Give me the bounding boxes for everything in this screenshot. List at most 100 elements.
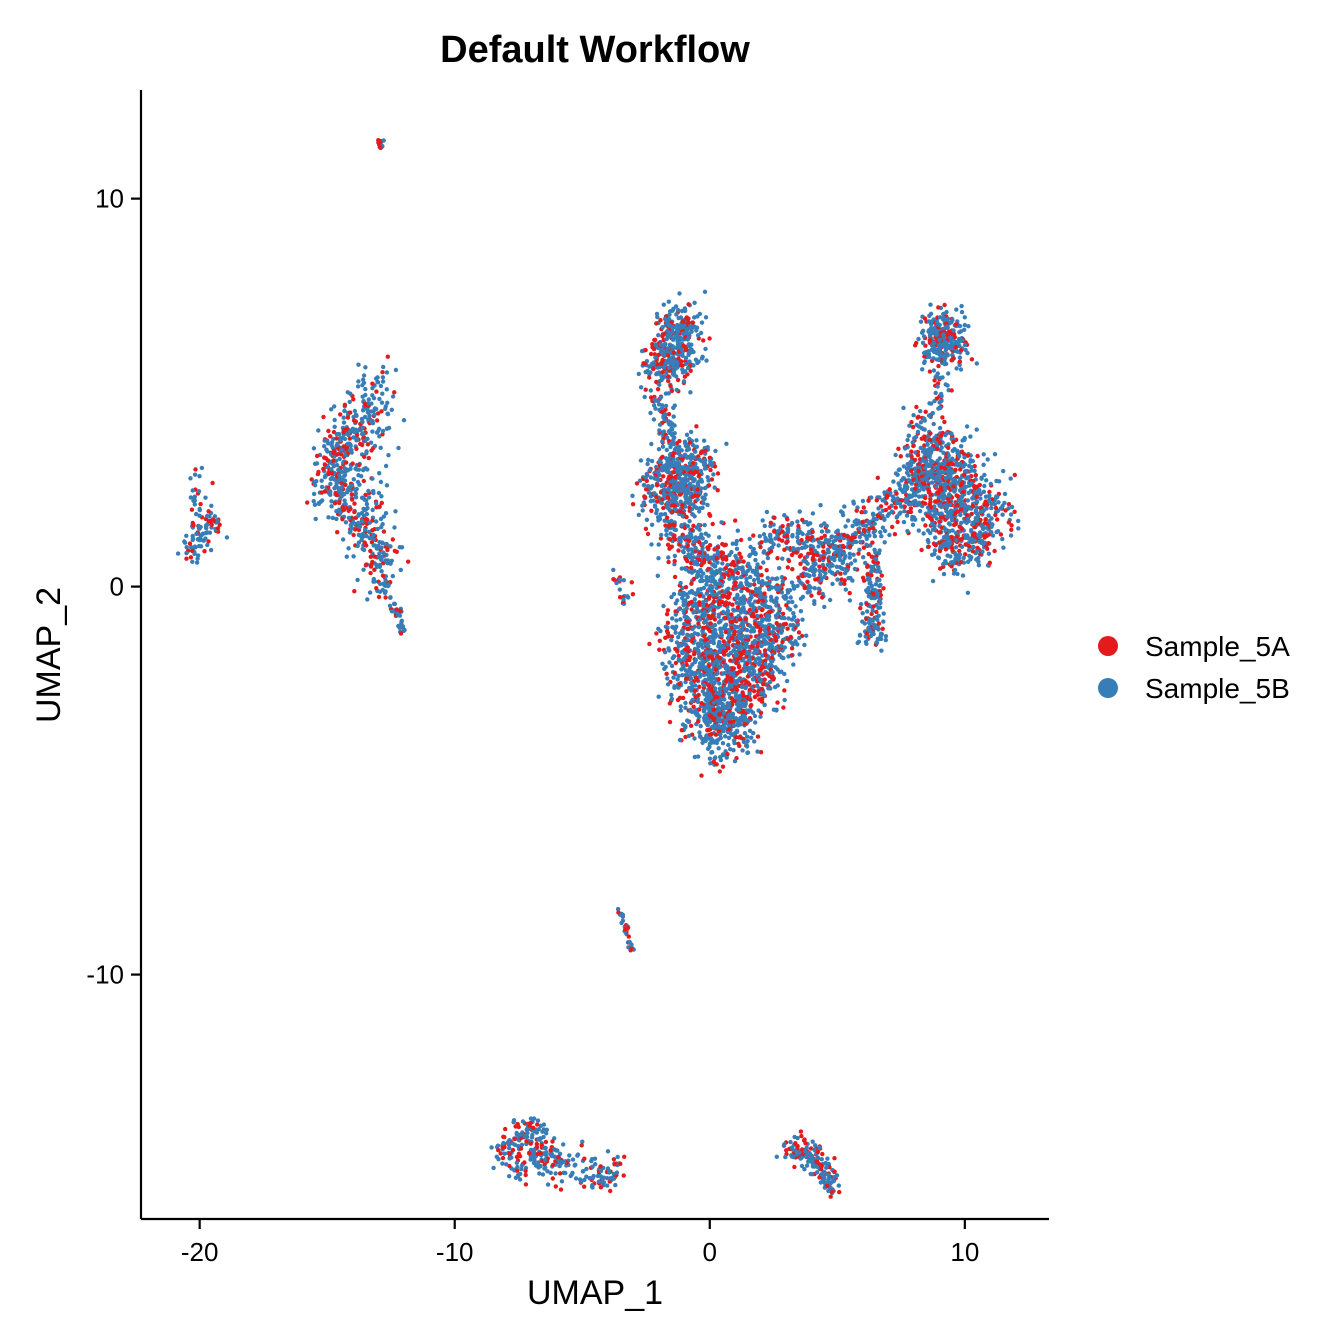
point-sample-5b (709, 589, 714, 594)
point-sample-5a (669, 544, 674, 549)
point-sample-5a (707, 713, 712, 718)
point-sample-5a (735, 670, 740, 676)
point-sample-5b (741, 607, 746, 612)
point-sample-5b (332, 417, 337, 423)
point-sample-5a (865, 564, 870, 569)
point-sample-5a (670, 453, 675, 458)
point-sample-5b (383, 406, 388, 411)
point-sample-5b (680, 549, 686, 554)
point-sample-5b (688, 502, 693, 507)
point-sample-5a (752, 689, 757, 694)
point-sample-5b (669, 440, 674, 446)
point-sample-5a (821, 549, 826, 554)
point-sample-5b (674, 488, 679, 493)
point-sample-5a (667, 701, 672, 706)
point-sample-5b (829, 534, 835, 539)
point-sample-5a (762, 677, 767, 682)
point-sample-5b (184, 533, 189, 538)
point-sample-5b (686, 488, 691, 493)
point-sample-5b (974, 361, 979, 366)
point-sample-5a (728, 658, 733, 663)
point-sample-5b (378, 479, 384, 485)
point-sample-5a (669, 388, 675, 394)
point-sample-5b (753, 551, 758, 557)
point-sample-5b (725, 635, 731, 641)
point-sample-5a (331, 458, 336, 463)
point-sample-5a (822, 533, 827, 538)
point-sample-5b (662, 650, 668, 655)
point-sample-5b (726, 742, 731, 748)
point-sample-5a (691, 576, 697, 582)
point-sample-5a (679, 728, 684, 733)
point-sample-5b (681, 379, 687, 384)
point-sample-5b (391, 601, 397, 606)
point-sample-5b (790, 532, 795, 538)
point-sample-5a (363, 492, 368, 498)
point-sample-5b (361, 467, 366, 473)
point-sample-5b (782, 645, 787, 650)
point-sample-5b (895, 496, 900, 501)
point-sample-5a (673, 537, 678, 542)
point-sample-5b (329, 440, 335, 445)
point-sample-5b (766, 635, 771, 640)
point-sample-5a (687, 505, 692, 510)
point-sample-5a (339, 481, 344, 486)
point-sample-5b (755, 749, 760, 754)
point-sample-5b (937, 315, 943, 320)
point-sample-5b (702, 683, 707, 688)
point-sample-5b (695, 333, 701, 338)
point-sample-5b (757, 662, 762, 667)
point-sample-5a (759, 686, 765, 692)
point-sample-5a (686, 302, 691, 307)
point-sample-5b (679, 324, 685, 329)
point-sample-5b (352, 521, 357, 526)
point-sample-5a (780, 611, 786, 616)
point-sample-5b (733, 541, 739, 547)
point-sample-5b (835, 577, 840, 582)
point-sample-5a (362, 401, 368, 406)
point-sample-5b (732, 624, 737, 629)
point-sample-5b (675, 677, 680, 682)
point-sample-5a (690, 460, 696, 466)
point-sample-5b (694, 505, 699, 511)
point-sample-5a (737, 551, 742, 556)
point-sample-5b (798, 580, 803, 585)
point-sample-5b (802, 642, 807, 648)
point-sample-5b (353, 487, 358, 492)
point-sample-5a (370, 559, 375, 565)
point-sample-5a (665, 620, 671, 625)
point-sample-5a (876, 621, 882, 626)
point-sample-5b (719, 520, 724, 525)
point-sample-5b (891, 479, 896, 484)
point-sample-5a (823, 566, 828, 572)
point-sample-5b (905, 528, 910, 534)
point-sample-5b (690, 626, 695, 632)
point-sample-5b (367, 590, 373, 595)
point-sample-5b (328, 481, 333, 487)
point-sample-5a (707, 511, 712, 517)
point-sample-5b (893, 452, 898, 458)
point-sample-5b (818, 503, 823, 508)
point-sample-5b (818, 572, 823, 577)
point-sample-5b (767, 647, 772, 652)
point-sample-5a (697, 550, 703, 555)
point-sample-5b (685, 632, 690, 637)
point-sample-5a (702, 638, 708, 643)
point-sample-5b (175, 551, 181, 556)
point-sample-5b (765, 665, 770, 670)
point-sample-5b (698, 665, 703, 670)
point-sample-5a (323, 456, 329, 461)
point-sample-5a (858, 606, 863, 611)
point-sample-5b (944, 346, 949, 351)
point-sample-5b (774, 615, 779, 620)
point-sample-5a (359, 442, 365, 448)
point-sample-5a (751, 533, 756, 538)
point-sample-5a (759, 573, 764, 578)
point-sample-5b (704, 582, 709, 587)
point-sample-5b (666, 421, 671, 426)
point-sample-5a (665, 542, 671, 547)
point-sample-5b (878, 582, 883, 588)
point-sample-5a (715, 488, 720, 493)
point-sample-5b (875, 578, 880, 583)
